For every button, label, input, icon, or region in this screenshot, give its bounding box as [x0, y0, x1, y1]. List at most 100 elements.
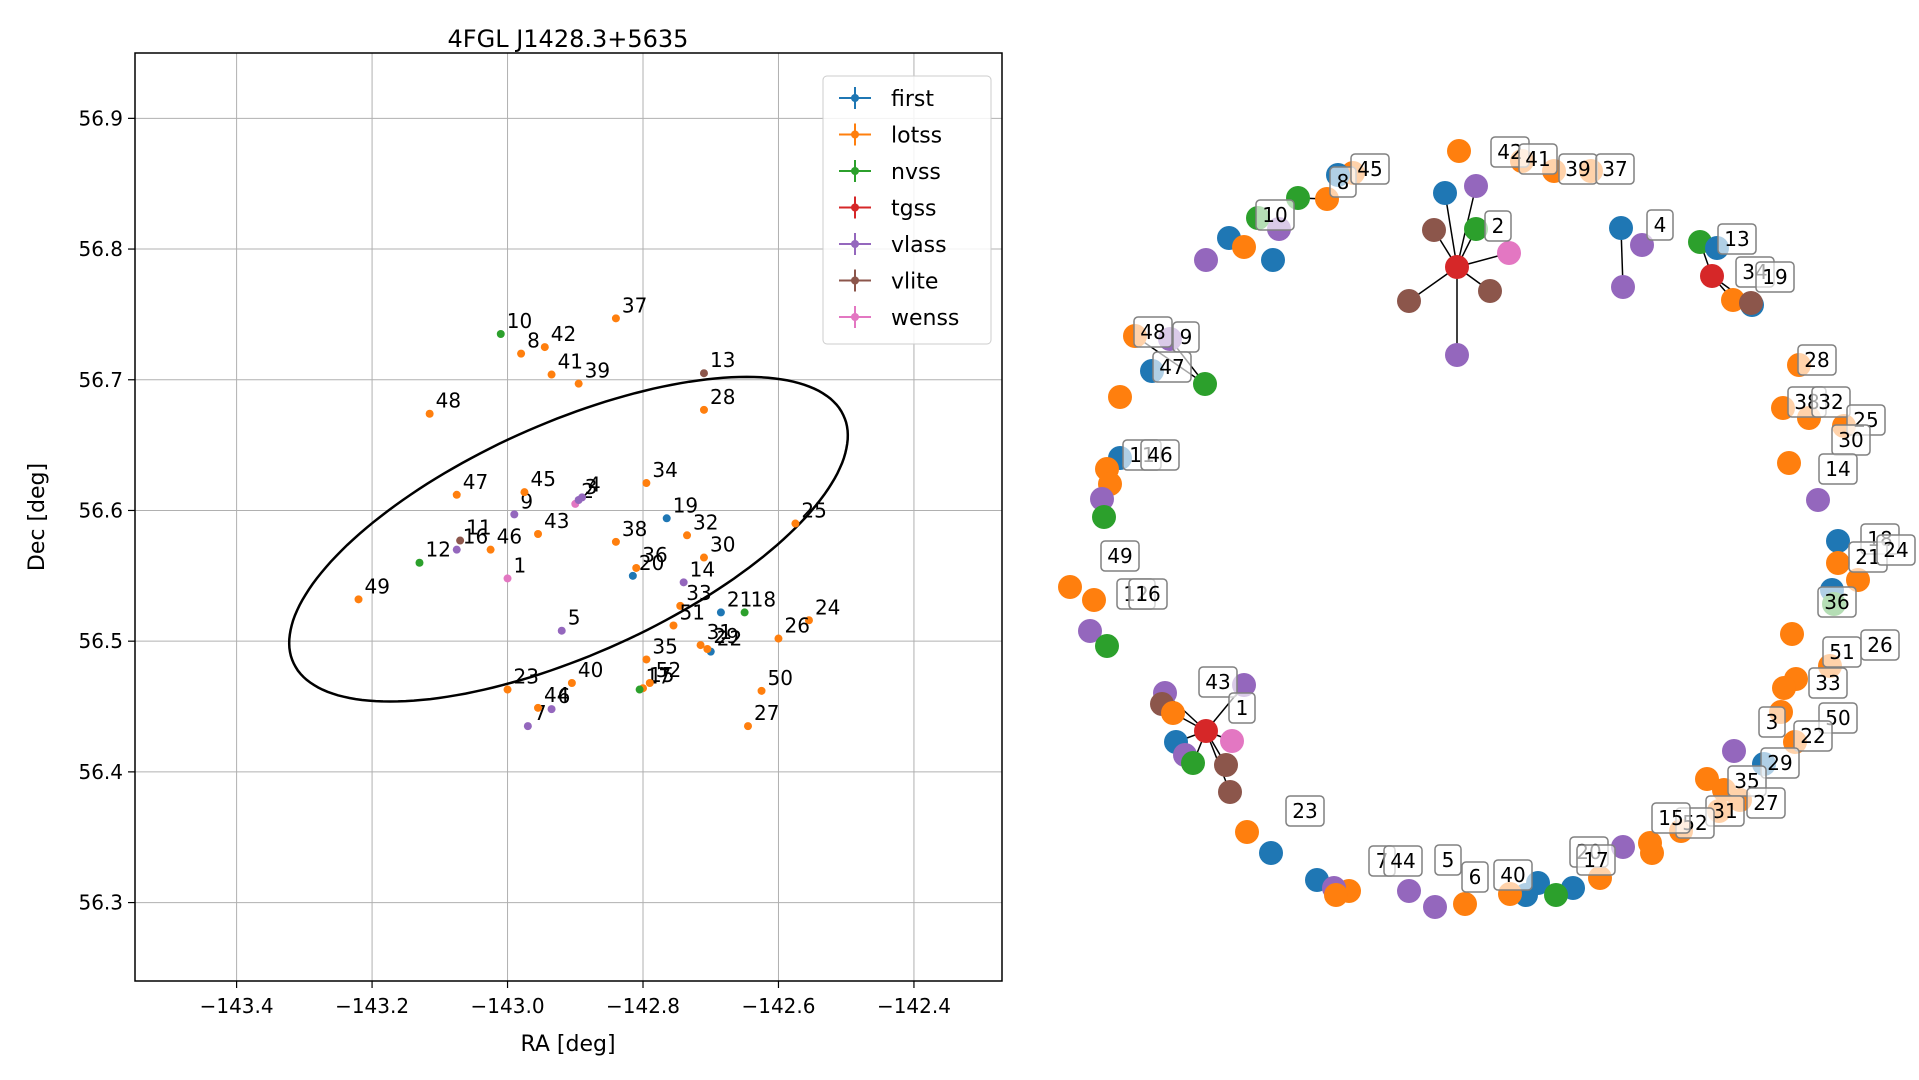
node-label-box [1128, 578, 1168, 610]
node-label-37: 37 [1595, 153, 1635, 185]
network-node [1497, 241, 1521, 265]
point-label-36: 36 [642, 543, 667, 567]
node-label-text: 41 [1525, 147, 1550, 171]
point-49 [354, 595, 363, 604]
point-52 [645, 678, 654, 687]
node-label-text: 23 [1292, 799, 1317, 823]
x-tick-label: −142.6 [741, 994, 815, 1018]
scatter-panel: 1234567891011121314151617181920212223242… [25, 25, 1003, 1057]
node-label-text: 47 [1159, 355, 1184, 379]
node-label-1: 1 [1228, 692, 1256, 724]
node-label-box [1576, 844, 1616, 876]
legend-label-tgss: tgss [891, 197, 937, 222]
node-label-text: 46 [1147, 443, 1172, 467]
network-node [1609, 216, 1633, 240]
node-label-box [1461, 861, 1489, 893]
ellipse-path [287, 375, 850, 703]
network-node [1638, 831, 1662, 855]
node-label-box [1760, 747, 1800, 779]
node-label-17: 17 [1576, 844, 1616, 876]
point-label-19: 19 [673, 493, 698, 517]
node-label-43: 43 [1198, 666, 1238, 698]
point-14 [679, 578, 688, 587]
legend-label-wenss: wenss [891, 306, 959, 331]
node-label-box [1817, 586, 1857, 618]
node-label-text: 28 [1804, 348, 1829, 372]
node-label-box [1255, 199, 1295, 231]
node-label-16: 16 [1128, 578, 1168, 610]
point-label-43: 43 [544, 509, 569, 533]
point-4 [578, 493, 587, 502]
network-node [1235, 820, 1259, 844]
point-29 [703, 645, 712, 654]
network-node [1422, 218, 1446, 242]
legend-marker-dot [851, 313, 859, 321]
network-node [1447, 139, 1471, 163]
network-node [1058, 575, 1082, 599]
point-label-12: 12 [425, 538, 450, 562]
node-label-text: 51 [1829, 640, 1854, 664]
node-label-text: 27 [1753, 791, 1778, 815]
point-12 [415, 558, 424, 567]
node-label-box [1717, 223, 1757, 255]
network-node [1695, 767, 1719, 791]
point-label-38: 38 [622, 517, 647, 541]
point-label-3: 3 [585, 475, 598, 499]
network-node [1464, 174, 1488, 198]
node-label-box [1818, 453, 1858, 485]
node-label-text: 48 [1140, 320, 1165, 344]
node-label-32: 32 [1811, 386, 1851, 418]
node-label-45: 45 [1350, 153, 1390, 185]
network-node [1095, 634, 1119, 658]
network-node [1611, 275, 1635, 299]
point-18 [740, 608, 749, 617]
node-label-box [1434, 844, 1462, 876]
ticks: −143.4 −143.2 −143.0 −142.8 −142.6 −142.4 56.3… [78, 106, 950, 1018]
node-label-text: 14 [1825, 457, 1850, 481]
point-label-42: 42 [551, 322, 576, 346]
network-node [1739, 291, 1763, 315]
point-30 [699, 553, 708, 562]
axes-frame [134, 52, 1003, 982]
point-7 [523, 722, 532, 731]
point-label-24: 24 [815, 595, 840, 619]
point-label-10: 10 [507, 309, 532, 333]
node-label-22: 22 [1793, 720, 1833, 752]
node-label-51: 51 [1822, 636, 1862, 668]
point-label-47: 47 [463, 470, 488, 494]
x-tick-label: −143.4 [200, 994, 274, 1018]
network-node [1433, 181, 1457, 205]
point-label-34: 34 [652, 458, 677, 482]
node-label-text: 49 [1107, 544, 1132, 568]
point-17 [635, 685, 644, 694]
node-label-text: 17 [1583, 848, 1608, 872]
node-label-box [1755, 261, 1795, 293]
network-node [1478, 279, 1502, 303]
network-node [1780, 622, 1804, 646]
node-label-text: 43 [1205, 670, 1230, 694]
node-label-8: 8 [1329, 166, 1357, 198]
legend-label-vlite: vlite [891, 270, 938, 295]
point-label-21: 21 [727, 587, 752, 611]
node-label-15: 15 [1651, 802, 1691, 834]
legend-marker-dot [851, 240, 859, 248]
point-31 [696, 641, 705, 650]
legend-marker-dot [851, 276, 859, 285]
point-label-18: 18 [751, 587, 776, 611]
legend-marker-dot [851, 130, 859, 139]
point-label-14: 14 [690, 557, 715, 581]
node-label-40: 40 [1493, 859, 1533, 891]
point-24 [804, 616, 813, 625]
network-node [1259, 841, 1283, 865]
point-43 [534, 529, 543, 538]
network-node [1777, 451, 1801, 475]
y-tick-label: 56.7 [78, 368, 123, 392]
point-label-51: 51 [679, 600, 704, 624]
node-label-49: 49 [1100, 540, 1140, 572]
node-label-text: 10 [1262, 203, 1287, 227]
node-label-text: 13 [1724, 227, 1749, 251]
network-node [1194, 719, 1218, 743]
network-node [1161, 701, 1185, 725]
point-8 [517, 349, 526, 358]
node-label-text: 9 [1180, 325, 1193, 349]
